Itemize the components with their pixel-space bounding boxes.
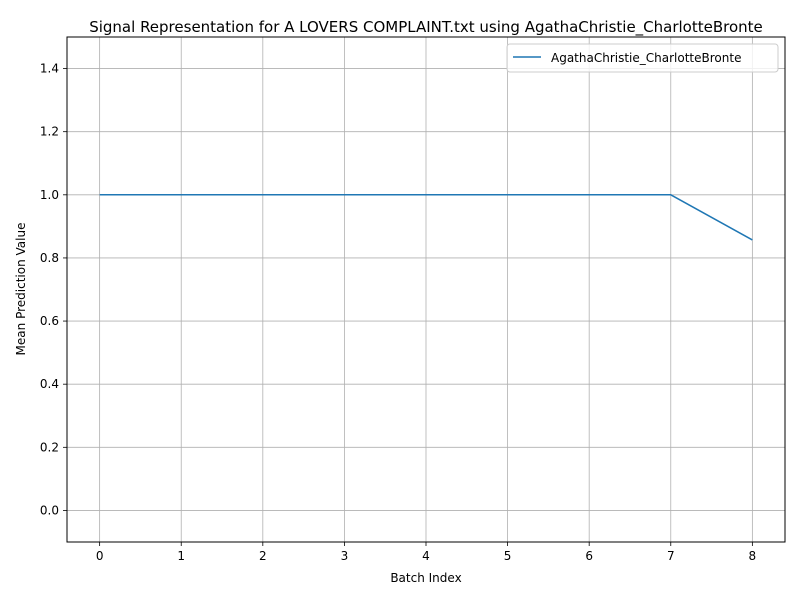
y-tick-label: 0.6 xyxy=(40,314,59,328)
series-line-0 xyxy=(99,194,753,241)
x-tick-label: 1 xyxy=(177,549,185,563)
legend-box xyxy=(506,43,779,73)
legend-label: AgathaChristie_CharlotteBronte xyxy=(551,51,741,65)
x-tick-label: 6 xyxy=(585,549,593,563)
x-tick-label: 5 xyxy=(504,549,512,563)
y-tick-label: 0.0 xyxy=(40,503,59,517)
y-tick-label: 1.0 xyxy=(40,188,59,202)
y-tick-label: 1.4 xyxy=(40,62,59,76)
x-axis-label: Batch Index xyxy=(390,571,461,585)
legend: AgathaChristie_CharlotteBronte xyxy=(506,43,779,73)
y-tick-label: 0.2 xyxy=(40,440,59,454)
axis-ticks: 0 1 2 3 4 5 6 7 8 0.0 0.2 0.4 0.6 0.8 1.0 1.2 1.4 xyxy=(40,62,756,563)
y-tick-label: 0.4 xyxy=(40,377,59,391)
chart-title: Signal Representation for A LOVERS COMPL… xyxy=(89,18,763,37)
x-tick-label: 2 xyxy=(259,549,267,563)
y-tick-label: 0.8 xyxy=(40,251,59,265)
x-tick-label: 4 xyxy=(422,549,430,563)
y-axis-label: Mean Prediction Value xyxy=(14,223,28,356)
x-tick-label: 0 xyxy=(96,549,104,563)
series-lines xyxy=(99,194,753,241)
grid-lines xyxy=(67,37,785,542)
x-tick-label: 8 xyxy=(749,549,757,563)
y-tick-label: 1.2 xyxy=(40,125,59,139)
x-tick-label: 7 xyxy=(667,549,675,563)
x-tick-label: 3 xyxy=(341,549,349,563)
